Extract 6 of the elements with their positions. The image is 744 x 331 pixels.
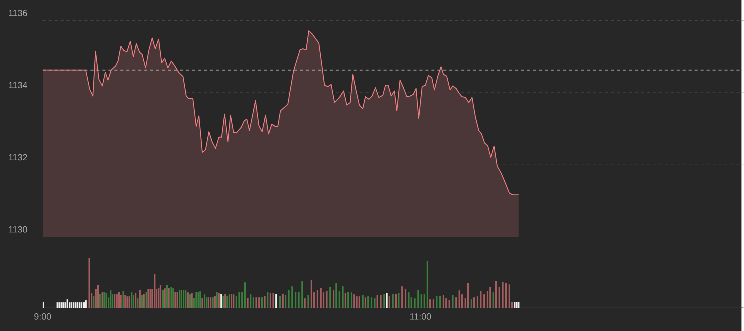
y-tick-label: 1134 [9, 82, 28, 89]
y-tick-label: 1132 [9, 154, 28, 161]
x-tick-label: 9:00 [34, 314, 52, 320]
x-tick-label: 11:00 [410, 314, 432, 320]
y-tick-label: 1130 [9, 226, 28, 233]
y-tick-label: 1136 [9, 10, 28, 16]
